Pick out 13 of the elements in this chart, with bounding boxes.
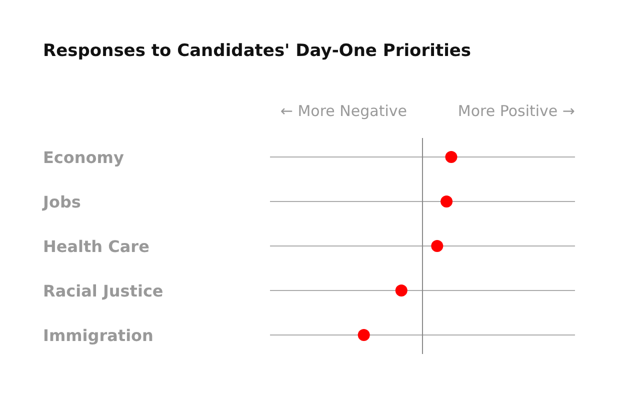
y-tick-label: Jobs bbox=[42, 192, 81, 212]
point bbox=[395, 284, 408, 296]
text: ← More Negative bbox=[280, 102, 407, 120]
point bbox=[440, 196, 453, 208]
chart-title: Responses to Candidates' Day-One Priorities bbox=[43, 41, 472, 61]
point bbox=[431, 240, 444, 252]
point bbox=[445, 151, 458, 163]
y-tick-label: Economy bbox=[43, 148, 124, 167]
y-tick-label: Immigration bbox=[43, 326, 154, 345]
y-tick-label: Health Care bbox=[43, 237, 150, 256]
text: More Positive → bbox=[458, 102, 575, 120]
point bbox=[358, 329, 370, 341]
y-tick-label: Racial Justice bbox=[43, 282, 164, 300]
